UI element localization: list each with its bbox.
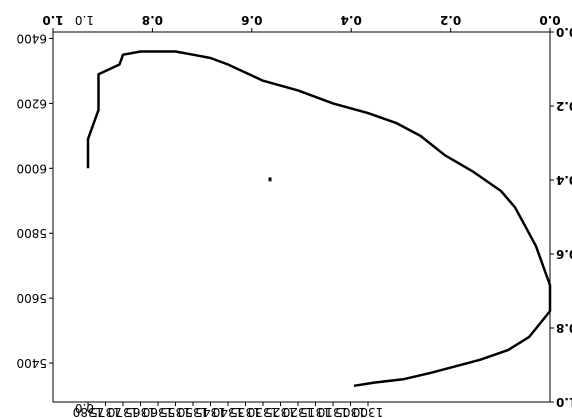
x-tick-label: 1340 (213, 405, 244, 418)
x-tick-label: 1310 (318, 405, 349, 418)
x-tick-label: 1315 (300, 405, 331, 418)
extra-label: 0.0 (75, 401, 94, 415)
y-axis: 5400 5600 5800 6000 6200 6400 (16, 31, 53, 370)
x-tick-label: 1365 (125, 405, 156, 418)
x-tick-label: 1375 (90, 405, 121, 418)
x-tick-label: 1350 (178, 405, 209, 418)
overlay-y-tick-label: 0.8 (556, 321, 572, 335)
y-tick-label: 6000 (16, 161, 47, 175)
x-tick-label: 1370 (108, 405, 139, 418)
plot-area (52, 31, 551, 403)
y-tick-label: 6200 (16, 96, 47, 110)
x-tick-label: 1320 (283, 405, 314, 418)
x-tick-label: 1325 (265, 405, 296, 418)
overlay-x-tick-label: 0.0 (539, 13, 560, 27)
x-tick-label: 1335 (230, 405, 261, 418)
x-tick-label: 1380 (73, 405, 104, 418)
series-line (86, 50, 552, 388)
x-tick-label: 1345 (195, 405, 226, 418)
overlay-x-tick-label: 0.8 (142, 13, 163, 27)
x-tick-label: 1300 (353, 405, 384, 418)
y-tick-label: 5600 (16, 291, 47, 305)
overlay-y-tick-label: 0.2 (556, 99, 572, 113)
y-tick-label: 5800 (16, 226, 47, 240)
overlay-y-tick-label: 1.0 (556, 395, 572, 409)
x-axis: 1300130513101315132013251330133513401345… (73, 402, 384, 418)
x-tick-label: 1305 (335, 405, 366, 418)
overlay-tick-group: 0.00.0 0.2 0.2 0.4 0.4 0.6 0.6 0.8 0.8 1.0 1.0 (42, 13, 572, 409)
x-tick-label: 1330 (248, 405, 279, 418)
extra-label: 1.0 (75, 13, 94, 27)
overlay-x-tick-label: 0.2 (440, 13, 461, 27)
overlay-x-tick-label: 0.6 (241, 13, 262, 27)
overlay-x-tick-label: 0.4 (341, 13, 362, 27)
x-tick-label: 1360 (143, 405, 174, 418)
overlay-y-tick-label: 0.4 (556, 173, 572, 187)
overlay-x-tick-label: 1.0 (42, 13, 63, 27)
overlay-y-tick-label: 0.0 (556, 25, 572, 39)
series-group (86, 50, 552, 388)
overlay-y-tick-label: 0.6 (556, 247, 572, 261)
y-tick-label: 5400 (16, 356, 47, 370)
y-tick-label: 6400 (16, 31, 47, 45)
x-tick-label: 1355 (160, 405, 191, 418)
